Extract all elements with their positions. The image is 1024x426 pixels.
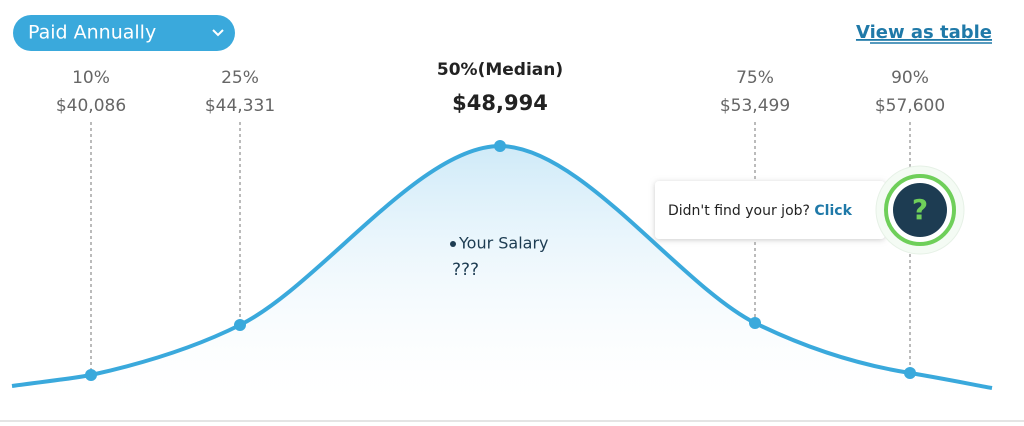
percentile-dot <box>904 367 916 379</box>
percentile-label: 25% <box>221 68 259 88</box>
percentile-dot <box>749 317 761 329</box>
your-salary-value: ??? <box>452 260 479 280</box>
percentile-label: 75% <box>736 68 774 88</box>
help-icon[interactable] <box>893 183 947 237</box>
dropdown-label: Paid Annually <box>28 22 156 44</box>
percentile-label: 90% <box>891 68 929 88</box>
percentile-value: $57,600 <box>875 96 945 116</box>
percentile-label: 10% <box>72 68 110 88</box>
help-text: Didn't find your job? Click <box>668 203 853 219</box>
percentile-value: $53,499 <box>720 96 790 116</box>
curve-area <box>12 146 992 400</box>
percentile-value: $40,086 <box>56 96 126 116</box>
pay-period-dropdown[interactable]: Paid Annually <box>13 15 235 51</box>
help-link[interactable]: Click <box>814 203 852 219</box>
view-as-table-link[interactable]: View as table <box>856 22 992 43</box>
percentile-dot <box>85 369 97 381</box>
percentile-label: 50%(Median) <box>437 60 563 80</box>
percentile-dot <box>234 319 246 331</box>
percentile-value: $44,331 <box>205 96 275 116</box>
help-icon-text: ? <box>912 193 928 226</box>
percentile-dot <box>494 140 506 152</box>
percentile-value: $48,994 <box>452 91 548 115</box>
your-salary-label: Your Salary <box>458 234 549 253</box>
